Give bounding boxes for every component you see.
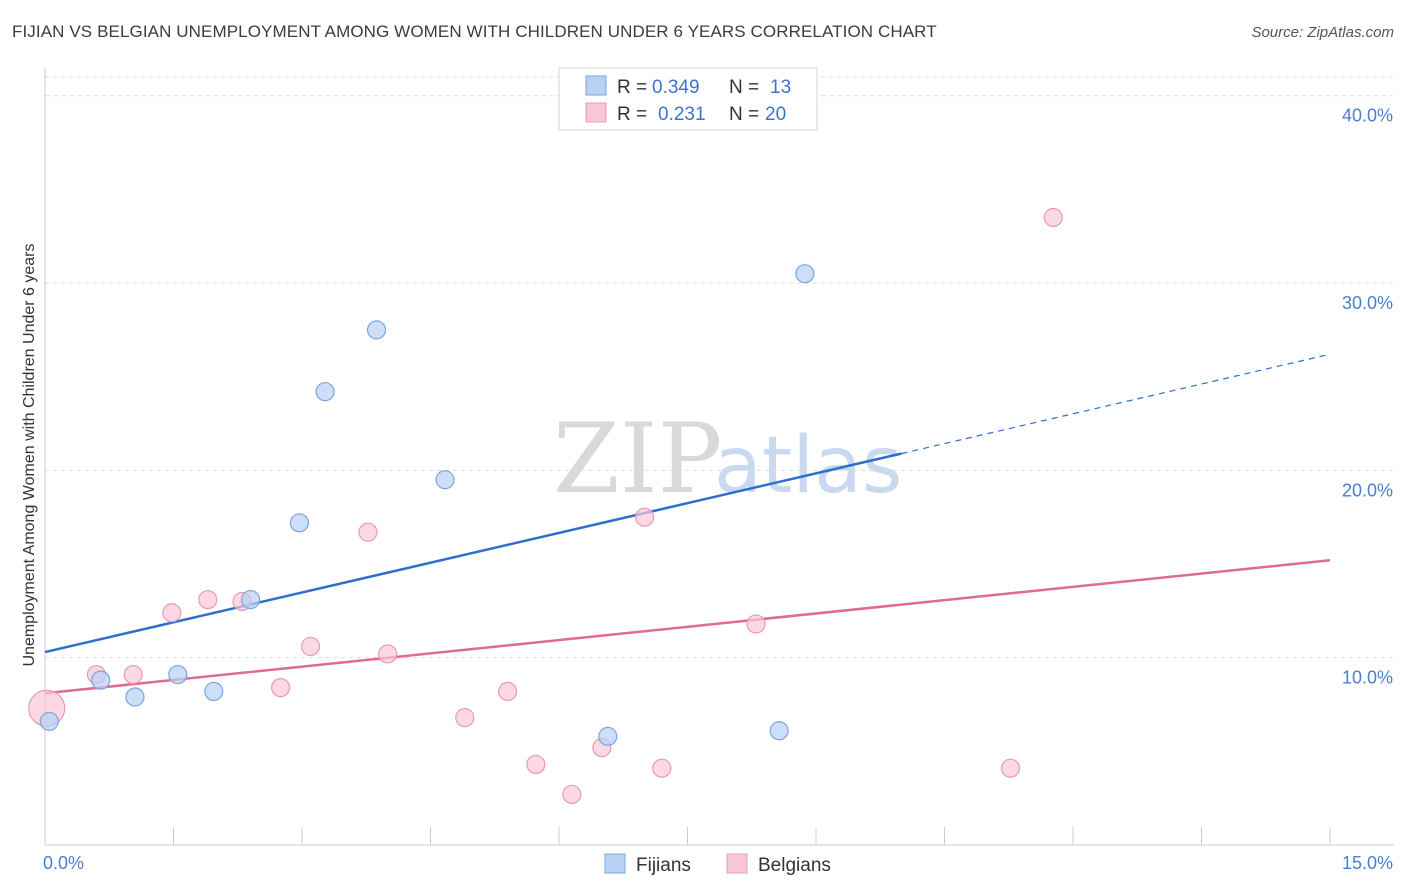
point-belgians — [562, 784, 582, 805]
trend-lines — [44, 353, 1331, 695]
series-legend-swatch-fijians — [604, 853, 626, 874]
series-legend: Fijians Belgians — [604, 853, 831, 876]
legend-r-value-belgians: 0.231 — [658, 104, 706, 125]
series-legend-label-fijians: Fijians — [636, 855, 691, 876]
point-fijians — [289, 513, 310, 533]
correlation-legend: R = 0.349 N = 13 R = 0.231 N = 20 — [558, 67, 818, 131]
point-fijians — [366, 320, 387, 340]
point-belgians — [1043, 207, 1063, 228]
y-tick-label: 30.0% — [1342, 293, 1393, 313]
data-points — [28, 207, 1063, 805]
point-belgians — [270, 678, 291, 698]
point-fijians — [598, 726, 618, 746]
legend-n-value-fijians: 13 — [770, 77, 791, 98]
series-legend-label-belgians: Belgians — [758, 855, 831, 876]
point-belgians — [1000, 758, 1021, 778]
point-belgians — [635, 507, 655, 527]
legend-swatch-belgians — [585, 102, 607, 123]
watermark-zip: ZIP — [553, 403, 722, 515]
point-fijians — [125, 687, 145, 707]
trend-line-belgians — [44, 559, 1331, 695]
point-fijians — [204, 681, 224, 702]
legend-n-label-belgians: N = — [729, 104, 759, 125]
grid-lines — [45, 76, 1394, 659]
x-tick-label: 15.0% — [1342, 853, 1393, 873]
point-fijians — [435, 470, 455, 490]
point-belgians — [123, 664, 143, 685]
point-belgians — [652, 758, 672, 778]
legend-swatch-fijians — [585, 75, 607, 96]
trend-line-extension-fijians — [901, 353, 1331, 455]
point-belgians — [162, 603, 182, 623]
point-fijians — [769, 721, 789, 741]
point-fijians — [315, 382, 335, 402]
y-axis-label: Unemployment Among Women with Children U… — [21, 243, 38, 666]
trend-line-fijians — [44, 452, 902, 654]
watermark: ZIP atlas — [553, 403, 903, 515]
point-belgians — [358, 522, 378, 542]
y-tick-label: 40.0% — [1342, 106, 1393, 126]
legend-r-label-belgians: R = — [617, 104, 647, 125]
point-fijians — [168, 664, 188, 685]
source-attribution: Source: ZipAtlas.com — [1251, 24, 1394, 41]
point-belgians — [378, 644, 398, 664]
point-fijians — [91, 670, 111, 690]
legend-n-label-fijians: N = — [729, 77, 759, 98]
series-legend-swatch-belgians — [726, 853, 748, 874]
axes — [44, 68, 1394, 846]
point-belgians — [198, 590, 218, 610]
legend-r-value-fijians: 0.349 — [652, 77, 700, 98]
legend-r-label-fijians: R = — [617, 77, 647, 98]
point-fijians — [39, 711, 59, 731]
tick-labels: 10.0% 20.0% 30.0% 40.0% 0.0% 15.0% — [43, 106, 1393, 873]
y-tick-label: 20.0% — [1342, 480, 1393, 500]
point-belgians — [455, 708, 475, 728]
point-fijians — [795, 264, 815, 284]
legend-n-value-belgians: 20 — [765, 104, 786, 125]
x-tick-label: 0.0% — [43, 853, 84, 873]
point-belgians — [300, 636, 321, 657]
point-belgians — [498, 681, 518, 702]
watermark-atlas: atlas — [714, 421, 903, 511]
point-belgians — [526, 754, 546, 775]
chart-title: FIJIAN VS BELGIAN UNEMPLOYMENT AMONG WOM… — [12, 22, 937, 41]
point-fijians — [241, 590, 261, 610]
y-tick-label: 10.0% — [1342, 668, 1393, 688]
point-belgians — [746, 614, 766, 634]
